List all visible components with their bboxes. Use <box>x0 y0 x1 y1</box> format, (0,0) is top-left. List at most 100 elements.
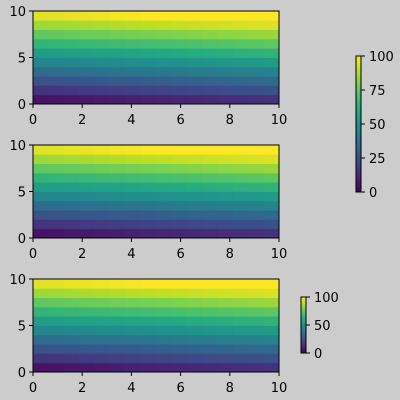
heatmap-cell <box>48 29 65 40</box>
colorbar-segment <box>301 327 306 330</box>
colorbar-segment <box>356 162 361 166</box>
heatmap-cell <box>186 306 203 317</box>
heatmap-cell <box>94 66 111 77</box>
heatmap-cell <box>186 297 203 308</box>
colorbar-tall: 0 25 50 75 100 <box>355 50 394 201</box>
heatmap-cell <box>109 94 126 105</box>
heatmap-cell <box>94 76 111 86</box>
heatmap-cell <box>232 306 249 317</box>
heatmap-cell <box>48 279 65 289</box>
heatmap-cell <box>248 57 265 68</box>
y-tick-label: 5 <box>18 320 26 335</box>
colorbar-segment <box>301 309 306 311</box>
heatmap-cell <box>109 362 126 373</box>
colorbar-segment <box>301 325 306 327</box>
heatmap-cell <box>186 200 203 211</box>
heatmap-cell <box>156 334 172 345</box>
heatmap-cell <box>94 316 111 326</box>
heatmap-cell <box>186 182 203 192</box>
colorbar-segment <box>356 99 361 102</box>
heatmap-cell <box>171 76 188 86</box>
colorbar-segment <box>301 313 306 316</box>
x-tick-label: 2 <box>78 113 86 128</box>
heatmap-cell <box>171 163 188 174</box>
heatmap-cell <box>79 48 95 58</box>
heatmap-cell <box>109 163 126 174</box>
heatmap-cell <box>79 182 95 192</box>
colorbar-segment <box>301 339 306 341</box>
heatmap-cell <box>33 38 49 49</box>
heatmap-cell <box>156 57 172 68</box>
colorbar-segment <box>356 121 361 125</box>
heatmap-cell <box>232 29 249 40</box>
heatmap-cell <box>248 38 265 49</box>
y-tick-label: 0 <box>18 232 26 247</box>
x-tick-label: 0 <box>29 247 37 262</box>
heatmap-cell <box>140 325 157 336</box>
heatmap-cell <box>156 20 172 30</box>
colorbar-segment <box>356 71 361 75</box>
heatmap-cell <box>109 228 126 239</box>
heatmap-cell <box>156 210 172 220</box>
heatmap-cell <box>79 20 95 30</box>
heatmap-cell <box>63 288 80 298</box>
heatmap-cell <box>125 279 142 289</box>
heatmap-cell <box>232 57 249 68</box>
heatmap-cell <box>48 297 65 308</box>
heatmap-cell <box>48 306 65 317</box>
heatmap-cell <box>171 182 188 192</box>
colorbar-segment <box>356 128 361 132</box>
colorbar-segment <box>301 318 306 320</box>
heatmap-cell <box>63 163 80 174</box>
heatmap-cell <box>109 29 126 40</box>
colorbar-segment <box>356 169 361 172</box>
heatmap-cell <box>125 48 142 58</box>
heatmap-cell <box>94 163 111 174</box>
heatmap-cell <box>248 172 265 183</box>
heatmap-cell <box>48 11 65 21</box>
heatmap-cell <box>156 228 172 239</box>
heatmap-cell <box>263 306 280 317</box>
heatmap-cell <box>63 66 80 77</box>
heatmap-cells <box>33 145 280 239</box>
heatmap-cell <box>263 219 280 230</box>
heatmap-cell <box>217 76 234 86</box>
heatmap-cell <box>109 279 126 289</box>
heatmap-cell <box>171 154 188 164</box>
heatmap-cell <box>125 297 142 308</box>
heatmap-cell <box>171 288 188 298</box>
colorbar-segment <box>356 94 361 98</box>
colorbar-segment <box>356 58 361 61</box>
heatmap-cell <box>94 29 111 40</box>
colorbar-segment <box>301 303 306 305</box>
heatmap-cell <box>140 11 157 21</box>
heatmap-cell <box>217 66 234 77</box>
heatmap-cell <box>63 154 80 164</box>
heatmap-cell <box>33 353 49 364</box>
heatmap-cell <box>109 353 126 364</box>
heatmap-cell <box>140 85 157 96</box>
heatmap-cell <box>232 325 249 336</box>
heatmap-cell <box>171 29 188 40</box>
y-tick-label: 0 <box>18 98 26 113</box>
heatmap-cell <box>248 48 265 58</box>
heatmap-cell <box>263 48 280 58</box>
heatmap-cell <box>48 362 65 373</box>
heatmap-cell <box>232 191 249 202</box>
heatmap-cell <box>217 163 234 174</box>
x-tick-label: 8 <box>226 381 234 396</box>
colorbar-tick-label: 75 <box>369 84 386 99</box>
heatmap-cell <box>171 297 188 308</box>
heatmap-cell <box>63 316 80 326</box>
heatmap-cell <box>140 362 157 373</box>
heatmap-cell <box>63 344 80 354</box>
heatmap-cell <box>186 344 203 354</box>
heatmap-cell <box>156 325 172 336</box>
heatmap-cell <box>202 344 218 354</box>
colorbar-segment <box>301 334 306 336</box>
heatmap-cell <box>125 20 142 30</box>
heatmap-cell <box>263 200 280 211</box>
colorbar-segment <box>356 185 361 188</box>
heatmap-cell <box>33 219 49 230</box>
heatmap-cell <box>94 172 111 183</box>
